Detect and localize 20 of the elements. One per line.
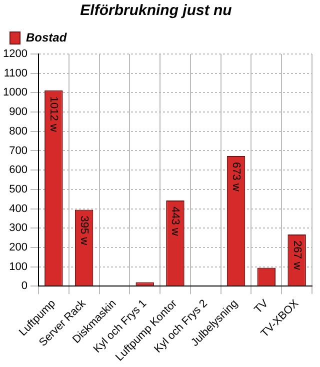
y-tick-label: 200 [9, 241, 28, 254]
y-tick-label: 400 [9, 202, 28, 215]
y-tick-label: 1100 [4, 67, 28, 80]
y-tick-label: 0 [21, 280, 28, 292]
legend-label: Bostad [26, 30, 68, 44]
chart-title: Elförbrukning just nu [80, 2, 232, 20]
data-label: 443 w [169, 206, 182, 236]
y-tick-label: 500 [9, 183, 28, 196]
y-tick-label: 600 [9, 164, 28, 176]
y-tick-label: 300 [9, 222, 28, 234]
y-tick-label: 800 [9, 125, 28, 138]
y-tick-label: 100 [9, 260, 28, 273]
data-label: 267 w [290, 240, 303, 270]
data-label: 673 w [230, 162, 242, 192]
data-label: 395 w [78, 216, 90, 246]
y-tick-label: 1200 [2, 48, 28, 60]
y-tick-label: 1000 [2, 86, 28, 99]
data-label: 1012 w [48, 96, 60, 132]
y-tick-label: 900 [9, 106, 28, 118]
y-tick-label: 700 [9, 144, 28, 157]
